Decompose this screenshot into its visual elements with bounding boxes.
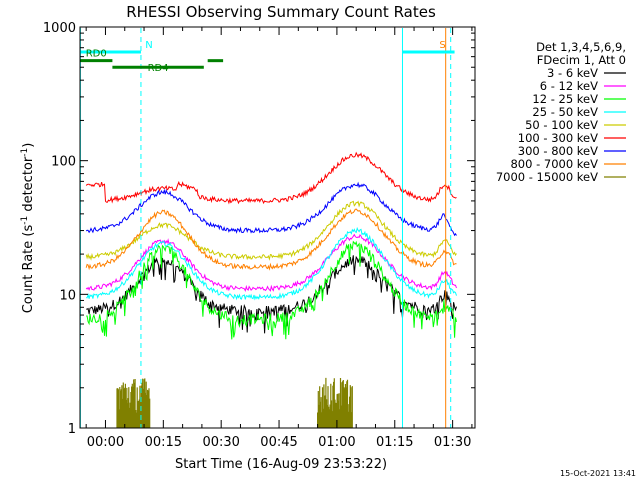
- chart-title: RHESSI Observing Summary Count Rates: [126, 3, 436, 21]
- legend-header-line-1: FDecim 1, Att 0: [537, 53, 626, 67]
- x-tick-label-0030: 00:30: [202, 435, 239, 450]
- legend-label-50-100kev: 50 - 100 keV: [525, 118, 598, 132]
- series-line-12-25kev: [86, 240, 457, 340]
- legend-label-12-25kev: 12 - 25 keV: [532, 92, 598, 106]
- legend-label-3-6kev: 3 - 6 keV: [547, 66, 598, 80]
- x-tick-label-0130: 01:30: [434, 435, 471, 450]
- flag-label-n: N: [145, 40, 152, 51]
- legend-label-25-50kev: 25 - 50 keV: [532, 105, 598, 119]
- x-tick-label-0115: 01:15: [376, 435, 413, 450]
- legend-label-100-300kev: 100 - 300 keV: [518, 131, 598, 145]
- x-tick-label-0045: 00:45: [260, 435, 297, 450]
- legend-label-300-800kev: 300 - 800 keV: [518, 144, 598, 158]
- y-tick-label-1000: 1000: [43, 21, 76, 36]
- legend-label-800-7000kev: 800 - 7000 keV: [510, 157, 598, 171]
- series-line-800-7000kev: [85, 208, 457, 271]
- generation-timestamp: 15-Oct-2021 13:41: [560, 469, 636, 478]
- flag-label-s: S: [439, 40, 445, 51]
- series-line-700015000kev: [116, 377, 353, 428]
- x-tick-label-0100: 01:00: [318, 435, 355, 450]
- y-tick-label-10: 10: [59, 288, 76, 303]
- flag-label-rd4: RD4: [148, 63, 169, 74]
- series-line-50-100kev: [85, 200, 457, 261]
- y-tick-label-100: 100: [51, 155, 76, 170]
- series-line-100-300kev: [85, 151, 457, 205]
- series-line-300-800kev: [85, 181, 457, 237]
- flag-label-rd0: RD0: [86, 49, 107, 60]
- legend-header-line-0: Det 1,3,4,5,6,9,: [536, 40, 626, 54]
- y-tick-label-1: 1: [68, 422, 76, 437]
- x-tick-label-0015: 00:15: [145, 435, 182, 450]
- legend-label-6-12kev: 6 - 12 keV: [540, 79, 598, 93]
- legend-label-7000-15000kev: 7000 - 15000 keV: [496, 170, 598, 184]
- y-axis-title: Count Rate (s-1 detector-1): [20, 143, 36, 314]
- plot-frame: [79, 26, 476, 429]
- series-line-25-50kev: [86, 226, 457, 301]
- x-tick-label-0000: 00:00: [87, 435, 124, 450]
- x-axis-title: Start Time (16-Aug-09 23:53:22): [175, 457, 387, 472]
